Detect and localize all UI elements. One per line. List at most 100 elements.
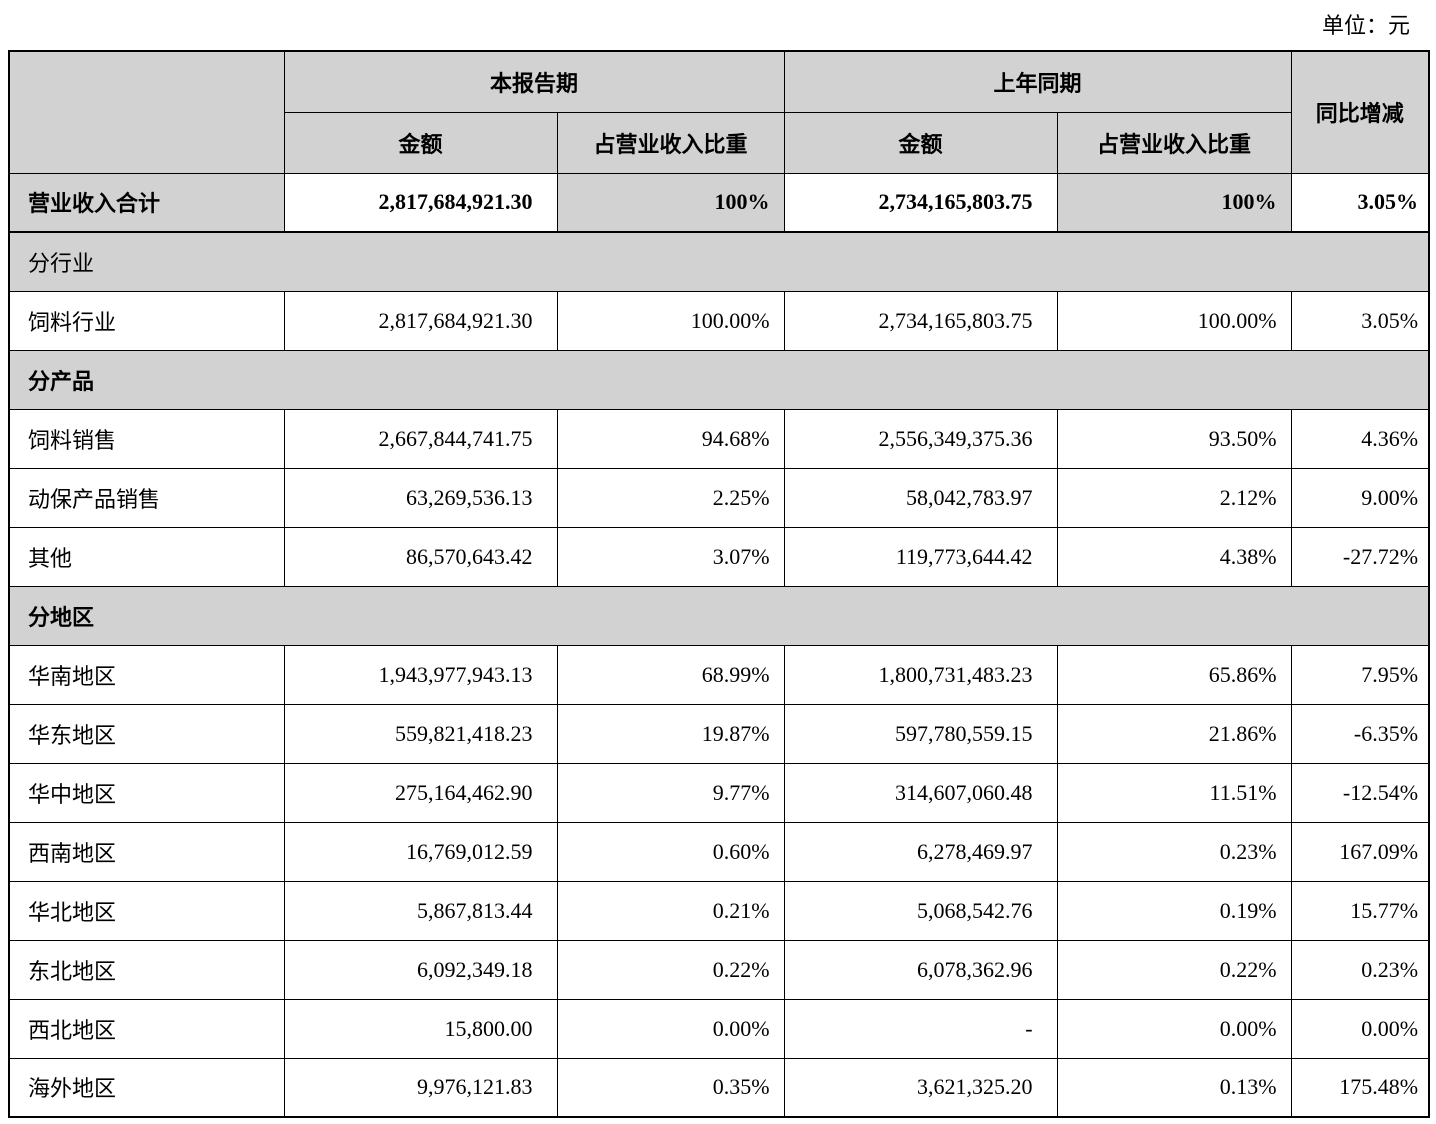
section-header-row: 分行业 — [8, 231, 1430, 292]
prior-amount-cell: 1,800,731,483.23 — [783, 644, 1058, 705]
prior-pct-cell: 100% — [1056, 172, 1292, 233]
data-row: 华中地区 275,164,462.90 9.77% 314,607,060.48… — [8, 762, 1430, 823]
table-body: 营业收入合计 2,817,684,921.30 100% 2,734,165,8… — [8, 172, 1430, 1118]
total-revenue-row: 营业收入合计 2,817,684,921.30 100% 2,734,165,8… — [8, 172, 1430, 233]
header-row-periods: 本报告期 上年同期 同比增减 — [8, 50, 1430, 174]
yoy-change-header: 同比增减 — [1290, 50, 1430, 174]
current-amount-cell: 63,269,536.13 — [283, 467, 558, 528]
data-row: 其他 86,570,643.42 3.07% 119,773,644.42 4.… — [8, 526, 1430, 587]
current-pct-cell: 0.22% — [556, 939, 785, 1000]
prior-amount-cell: 597,780,559.15 — [783, 703, 1058, 764]
prior-pct-cell: 0.23% — [1056, 821, 1292, 882]
prior-pct-cell: 11.51% — [1056, 762, 1292, 823]
current-amount-header: 金额 — [283, 111, 558, 174]
prior-amount-cell: 2,734,165,803.75 — [783, 290, 1058, 351]
current-amount-cell: 2,817,684,921.30 — [283, 172, 558, 233]
prior-pct-cell: 93.50% — [1056, 408, 1292, 469]
data-row: 西南地区 16,769,012.59 0.60% 6,278,469.97 0.… — [8, 821, 1430, 882]
prior-pct-cell: 0.13% — [1056, 1057, 1292, 1118]
row-label: 饲料行业 — [8, 290, 285, 351]
row-label: 海外地区 — [8, 1057, 285, 1118]
current-amount-cell: 9,976,121.83 — [283, 1057, 558, 1118]
row-label: 华南地区 — [8, 644, 285, 705]
current-amount-cell: 2,667,844,741.75 — [283, 408, 558, 469]
revenue-breakdown-table: 本报告期 上年同期 同比增减 金额 占营业收入比重 金额 占营业收入比重 营业收… — [8, 50, 1431, 1118]
section-title: 分产品 — [8, 349, 1430, 410]
row-label: 动保产品销售 — [8, 467, 285, 528]
prior-pct-cell: 0.00% — [1056, 998, 1292, 1059]
prior-pct-cell: 2.12% — [1056, 467, 1292, 528]
unit-label: 单位：元 — [1321, 13, 1410, 38]
prior-pct-cell: 0.19% — [1056, 880, 1292, 941]
yoy-cell: -27.72% — [1290, 526, 1430, 587]
current-pct-cell: 2.25% — [556, 467, 785, 528]
data-row: 华南地区 1,943,977,943.13 68.99% 1,800,731,4… — [8, 644, 1430, 705]
data-row: 东北地区 6,092,349.18 0.22% 6,078,362.96 0.2… — [8, 939, 1430, 1000]
prior-pct-cell: 100.00% — [1056, 290, 1292, 351]
current-period-header: 本报告期 — [283, 50, 785, 113]
current-pct-cell: 0.35% — [556, 1057, 785, 1118]
yoy-cell: 167.09% — [1290, 821, 1430, 882]
prior-amount-cell: 2,734,165,803.75 — [783, 172, 1058, 233]
data-row: 饲料销售 2,667,844,741.75 94.68% 2,556,349,3… — [8, 408, 1430, 469]
prior-amount-cell: 5,068,542.76 — [783, 880, 1058, 941]
yoy-cell: -12.54% — [1290, 762, 1430, 823]
prior-amount-cell: 58,042,783.97 — [783, 467, 1058, 528]
header-row-metrics: 金额 占营业收入比重 金额 占营业收入比重 — [9, 111, 1429, 174]
yoy-cell: -6.35% — [1290, 703, 1430, 764]
prior-amount-cell: 2,556,349,375.36 — [783, 408, 1058, 469]
prior-amount-cell: 119,773,644.42 — [783, 526, 1058, 587]
current-amount-cell: 16,769,012.59 — [283, 821, 558, 882]
current-amount-cell: 5,867,813.44 — [283, 880, 558, 941]
prior-period-header: 上年同期 — [783, 50, 1292, 113]
yoy-cell: 4.36% — [1290, 408, 1430, 469]
prior-amount-cell: 6,278,469.97 — [783, 821, 1058, 882]
row-label: 西南地区 — [8, 821, 285, 882]
prior-pct-cell: 21.86% — [1056, 703, 1292, 764]
row-label: 华东地区 — [8, 703, 285, 764]
current-pct-cell: 94.68% — [556, 408, 785, 469]
current-amount-cell: 2,817,684,921.30 — [283, 290, 558, 351]
data-row: 华北地区 5,867,813.44 0.21% 5,068,542.76 0.1… — [8, 880, 1430, 941]
yoy-cell: 3.05% — [1290, 290, 1430, 351]
yoy-cell: 9.00% — [1290, 467, 1430, 528]
yoy-cell: 0.23% — [1290, 939, 1430, 1000]
row-label: 华中地区 — [8, 762, 285, 823]
data-row: 华东地区 559,821,418.23 19.87% 597,780,559.1… — [8, 703, 1430, 764]
current-pct-cell: 3.07% — [556, 526, 785, 587]
yoy-cell: 7.95% — [1290, 644, 1430, 705]
prior-pct-cell: 4.38% — [1056, 526, 1292, 587]
row-label: 东北地区 — [8, 939, 285, 1000]
current-amount-cell: 275,164,462.90 — [283, 762, 558, 823]
current-pct-cell: 68.99% — [556, 644, 785, 705]
section-title: 分行业 — [8, 231, 1430, 292]
data-row: 动保产品销售 63,269,536.13 2.25% 58,042,783.97… — [8, 467, 1430, 528]
current-amount-cell: 559,821,418.23 — [283, 703, 558, 764]
yoy-cell: 15.77% — [1290, 880, 1430, 941]
row-label: 营业收入合计 — [8, 172, 285, 233]
current-amount-cell: 86,570,643.42 — [283, 526, 558, 587]
prior-amount-header: 金额 — [783, 111, 1058, 174]
prior-amount-cell: - — [783, 998, 1058, 1059]
prior-pct-cell: 0.22% — [1056, 939, 1292, 1000]
current-amount-cell: 1,943,977,943.13 — [283, 644, 558, 705]
current-pct-cell: 0.60% — [556, 821, 785, 882]
current-amount-cell: 6,092,349.18 — [283, 939, 558, 1000]
prior-pct-header: 占营业收入比重 — [1056, 111, 1292, 174]
current-pct-cell: 0.00% — [556, 998, 785, 1059]
section-header-row: 分产品 — [8, 349, 1430, 410]
row-label: 华北地区 — [8, 880, 285, 941]
current-pct-cell: 100.00% — [556, 290, 785, 351]
current-pct-header: 占营业收入比重 — [556, 111, 785, 174]
data-row: 海外地区 9,976,121.83 0.35% 3,621,325.20 0.1… — [8, 1057, 1430, 1118]
current-amount-cell: 15,800.00 — [283, 998, 558, 1059]
yoy-cell: 0.00% — [1290, 998, 1430, 1059]
data-row: 饲料行业 2,817,684,921.30 100.00% 2,734,165,… — [8, 290, 1430, 351]
data-row: 西北地区 15,800.00 0.00% - 0.00% 0.00% — [8, 998, 1430, 1059]
prior-amount-cell: 3,621,325.20 — [783, 1057, 1058, 1118]
row-label: 饲料销售 — [8, 408, 285, 469]
yoy-cell: 175.48% — [1290, 1057, 1430, 1118]
current-pct-cell: 19.87% — [556, 703, 785, 764]
section-title: 分地区 — [8, 585, 1430, 646]
current-pct-cell: 100% — [556, 172, 785, 233]
